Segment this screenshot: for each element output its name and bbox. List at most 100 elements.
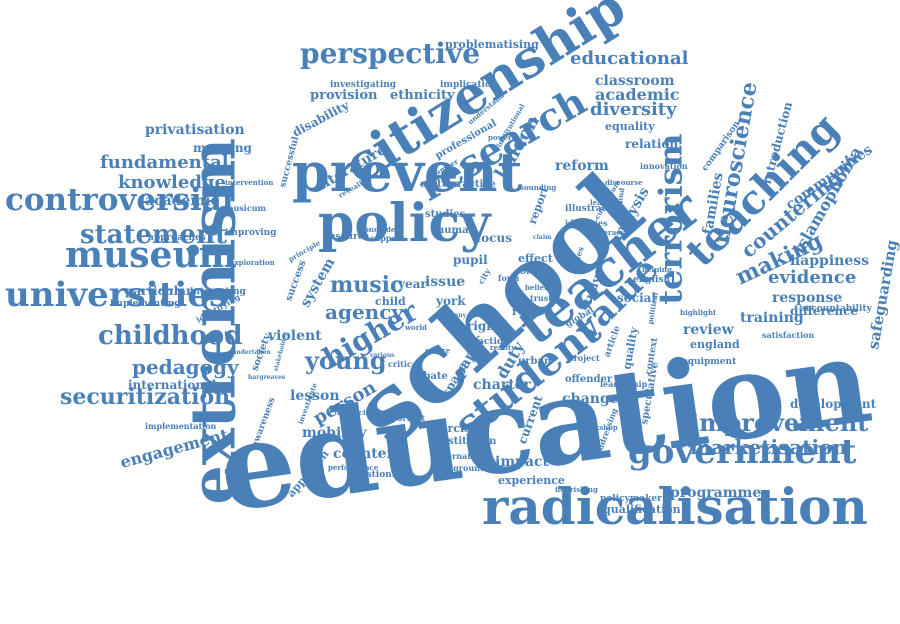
word-disability: disability xyxy=(290,98,352,140)
word-flourishing: flourishing xyxy=(555,485,598,495)
word-trust: trust xyxy=(530,292,552,303)
word-lesson: lesson xyxy=(290,387,340,404)
word-museum: museum xyxy=(65,234,237,277)
word-innovation: innovation xyxy=(640,160,688,171)
word-effect: effect xyxy=(518,252,553,266)
word-policymaker: policymaker xyxy=(600,493,662,504)
word-alternative: alternative xyxy=(435,450,484,461)
word-project: project xyxy=(568,352,600,363)
word-various: various xyxy=(370,352,395,360)
word-important: important xyxy=(380,412,426,423)
word-principle: principle xyxy=(286,238,322,265)
word-conclude: conclude xyxy=(360,225,396,235)
word-reality: reality xyxy=(490,343,516,353)
word-world: world xyxy=(405,323,427,333)
word-radicalisation: radicalisation xyxy=(482,477,868,536)
word-york: york xyxy=(436,294,466,309)
word-provision: provision xyxy=(310,87,378,103)
word-urban: urban xyxy=(518,356,552,367)
word-international: international xyxy=(128,378,217,393)
word-development: development xyxy=(790,397,877,412)
word-balancing: balancing xyxy=(337,408,376,418)
word-culture: culture xyxy=(420,179,461,190)
word-prevent: prevent xyxy=(292,139,523,204)
word-questioning: questioning xyxy=(348,469,409,480)
word-government: government xyxy=(628,431,857,472)
word-violent: violent xyxy=(268,327,322,344)
word-mapping: mapping xyxy=(193,141,252,156)
word-claim: claim xyxy=(533,234,552,242)
word-leadership: leadership xyxy=(600,378,648,389)
word-reform: reform xyxy=(555,157,609,174)
word-sounding: sounding xyxy=(520,183,557,193)
word-offender: offender xyxy=(565,374,613,385)
word-many: many xyxy=(448,312,467,320)
word-accountability: accountability xyxy=(800,303,872,314)
word-happiness: happiness xyxy=(790,252,869,269)
word-focus: focus xyxy=(476,231,512,246)
word-highlight: highlight xyxy=(680,308,717,318)
word-centre: centre xyxy=(425,346,451,356)
word-literacy: literacy xyxy=(595,228,625,238)
word-equality: equality xyxy=(605,120,655,134)
word-studies: studies xyxy=(425,209,466,220)
word-exercise: exercise xyxy=(427,422,478,436)
word-counter: counter xyxy=(333,445,394,462)
word-english: english xyxy=(633,274,671,285)
word-investigating: investigating xyxy=(330,79,397,90)
word-change: change xyxy=(562,390,619,407)
word-exploration: exploration xyxy=(230,258,275,268)
word-debate: debate xyxy=(410,371,448,382)
word-resource: resource xyxy=(325,231,370,242)
word-qualification: qualification xyxy=(603,503,681,517)
word-issue: issue xyxy=(425,273,466,290)
word-satisfaction: satisfaction xyxy=(762,329,815,340)
word-impact: impact xyxy=(495,453,549,470)
word-role: role xyxy=(512,305,537,319)
word-academie: academie xyxy=(145,192,220,209)
word-human: human xyxy=(437,225,476,236)
word-identities: identities xyxy=(565,217,608,228)
word-powerful: powerful xyxy=(488,133,523,143)
word-programme: programme xyxy=(670,484,762,501)
word-problematising: problematising xyxy=(445,38,539,52)
word-belief: belief xyxy=(525,283,548,293)
word-support: support xyxy=(370,232,405,243)
word-training: training xyxy=(740,309,804,326)
word-hargreaves: hargreaves xyxy=(248,374,286,382)
word-educational: educational xyxy=(570,47,689,69)
word-musicum: musicum xyxy=(225,202,266,213)
word-workshop: workshop xyxy=(580,423,618,433)
word-music: music xyxy=(330,272,404,299)
word-safeguarding: safeguarding xyxy=(864,238,900,351)
word-pedagogy: pedagogy xyxy=(132,355,239,379)
word-discourse: discourse xyxy=(605,178,643,188)
word-experience: experience xyxy=(498,474,565,488)
word-right: right xyxy=(467,319,501,334)
word-child: child xyxy=(375,295,406,309)
word-universities: universities xyxy=(5,274,229,315)
word-order: order xyxy=(520,266,548,277)
word-institution: institution xyxy=(437,436,497,447)
word-implementing: implementing xyxy=(110,298,181,309)
word-england: england xyxy=(690,338,740,352)
word-perspective: perspective xyxy=(300,36,481,70)
word-form: form xyxy=(498,272,520,283)
word-fundamental: fundamental xyxy=(100,151,229,173)
word-critical: critical xyxy=(388,358,420,369)
word-helping: helping xyxy=(642,265,672,275)
word-undertaken: undertaken xyxy=(232,349,271,357)
word-year: year xyxy=(398,277,427,292)
word-improving: improving xyxy=(225,227,277,238)
word-young: young xyxy=(305,345,387,375)
word-response: response xyxy=(772,289,843,306)
word-statement: statement xyxy=(80,220,228,251)
word-intervention: intervention xyxy=(225,178,274,188)
word-particular: particular xyxy=(125,284,193,299)
word-marketisation: marketisation xyxy=(690,435,848,459)
word-knowledge: knowledge xyxy=(118,171,226,193)
word-interesting: interesting xyxy=(190,286,246,297)
word-pupil: pupil xyxy=(453,253,488,268)
word-illustrate: illustrate xyxy=(565,203,612,214)
